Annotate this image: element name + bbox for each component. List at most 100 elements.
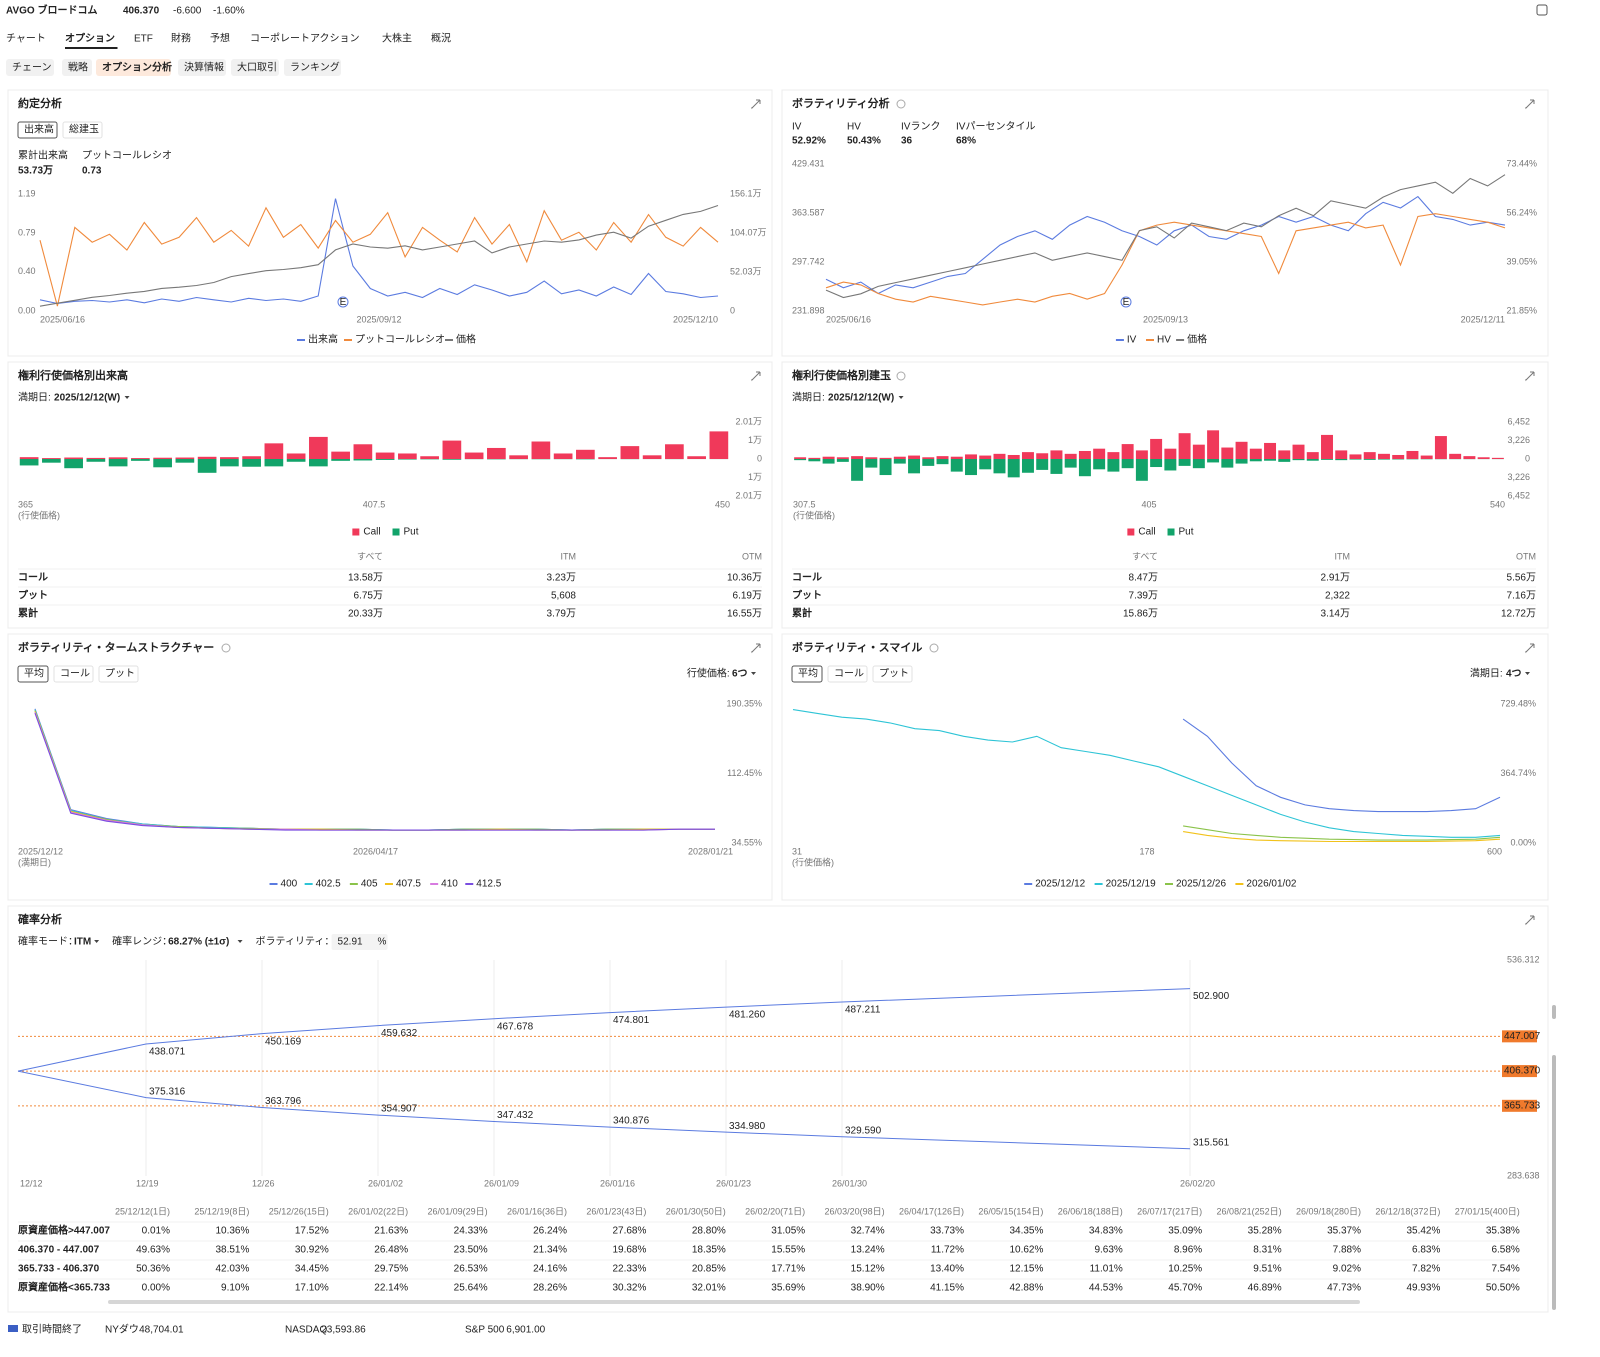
- bar: [1335, 459, 1348, 461]
- caret[interactable]: [94, 940, 100, 943]
- selector-value[interactable]: 2025/12/12(W): [828, 393, 894, 404]
- selector-value[interactable]: 6つ: [732, 669, 748, 680]
- bar: [1007, 459, 1020, 478]
- legend-label[interactable]: 2025/12/12: [1035, 879, 1085, 890]
- caret[interactable]: [751, 672, 756, 675]
- expand-icon[interactable]: [751, 371, 761, 382]
- toggle[interactable]: [17, 121, 58, 139]
- nav-tab[interactable]: 概況: [431, 32, 451, 45]
- expand-icon[interactable]: [751, 643, 761, 654]
- toggle[interactable]: [53, 665, 94, 683]
- legend-label[interactable]: 405: [361, 879, 378, 890]
- nav-tab[interactable]: ETF: [134, 34, 153, 45]
- subnav-pill[interactable]: [96, 59, 171, 76]
- legend-label[interactable]: 2025/12/19: [1106, 879, 1156, 890]
- subnav-pill[interactable]: [62, 59, 92, 76]
- toggle-label[interactable]: プット: [105, 668, 135, 680]
- toggle-label[interactable]: 平均: [798, 668, 818, 680]
- toggle-label[interactable]: コール: [834, 669, 864, 680]
- y-tick-label: 1万: [748, 435, 762, 445]
- subnav-pill[interactable]: [231, 59, 279, 76]
- selector-value[interactable]: 4つ: [1506, 669, 1522, 680]
- subnav-pill[interactable]: [6, 59, 54, 76]
- bar: [922, 457, 935, 459]
- caret[interactable]: [898, 396, 904, 399]
- nav-tab[interactable]: 大株主: [382, 32, 412, 45]
- event-marker[interactable]: [1120, 296, 1132, 308]
- nav-tab[interactable]: オプション: [65, 32, 115, 45]
- toggle-label[interactable]: 総建玉: [69, 123, 99, 136]
- caret[interactable]: [1525, 672, 1530, 675]
- series-line: [825, 174, 1506, 299]
- subnav-tab[interactable]: ランキング: [290, 61, 340, 74]
- legend-label[interactable]: Put: [404, 527, 419, 538]
- bar: [665, 444, 684, 459]
- subnav-tab[interactable]: 大口取引: [237, 61, 277, 74]
- input-value[interactable]: 52.91: [338, 937, 363, 948]
- control-value[interactable]: ITM: [74, 937, 91, 948]
- h-scrollbar[interactable]: [108, 1300, 1360, 1304]
- expand-icon[interactable]: [1525, 371, 1535, 382]
- subnav-tab[interactable]: 戦略: [68, 61, 88, 74]
- legend-label[interactable]: 407.5: [396, 879, 421, 890]
- legend-label[interactable]: 価格: [1187, 333, 1207, 346]
- legend-label[interactable]: Call: [363, 527, 380, 538]
- legend-label[interactable]: HV: [1157, 335, 1171, 346]
- legend-label[interactable]: 出来高: [308, 333, 338, 346]
- subnav-tab[interactable]: オプション分析: [102, 61, 172, 74]
- control-value[interactable]: 68.27% (±1σ): [168, 937, 229, 948]
- toggle[interactable]: [791, 665, 823, 683]
- table-cell: 18.35%: [692, 1245, 726, 1256]
- row-label: コール: [792, 573, 822, 584]
- legend-label[interactable]: 2026/01/02: [1246, 879, 1296, 890]
- legend-label[interactable]: プットコールレシオ: [355, 334, 445, 346]
- caret[interactable]: [124, 396, 130, 399]
- subnav-pill[interactable]: [284, 59, 341, 76]
- toggle-label[interactable]: コール: [60, 669, 90, 680]
- legend-label[interactable]: IV: [1127, 335, 1137, 346]
- caret[interactable]: [237, 940, 243, 943]
- bar: [965, 459, 977, 476]
- nav-tab[interactable]: 財務: [171, 32, 191, 45]
- nav-tab[interactable]: 予想: [210, 32, 230, 45]
- x-tick-label: 26/01/09: [484, 1178, 519, 1188]
- v-scrollbar[interactable]: [1552, 1055, 1556, 1310]
- toggle-label[interactable]: 平均: [24, 668, 44, 680]
- subnav-tab[interactable]: 決算情報: [184, 61, 224, 74]
- table-cell: 15.86万: [1123, 609, 1158, 620]
- legend-label[interactable]: 400: [281, 879, 298, 890]
- nav-tab[interactable]: チャート: [6, 33, 46, 45]
- bar: [242, 456, 261, 459]
- toggle[interactable]: [827, 665, 868, 683]
- legend-label[interactable]: 410: [441, 879, 458, 890]
- expand-icon[interactable]: [1525, 99, 1535, 110]
- legend-label[interactable]: 402.5: [316, 879, 341, 890]
- toggle[interactable]: [17, 665, 49, 683]
- legend-label[interactable]: 2025/12/26: [1176, 879, 1226, 890]
- legend-label[interactable]: Put: [1179, 527, 1194, 538]
- bar: [264, 459, 284, 467]
- v-scrollbar[interactable]: [1552, 1005, 1556, 1019]
- bar: [1306, 452, 1319, 459]
- expand-icon[interactable]: [1525, 643, 1535, 654]
- legend-label[interactable]: 412.5: [476, 879, 501, 890]
- bar: [64, 457, 83, 459]
- subnav-pill[interactable]: [178, 59, 226, 76]
- expand-icon[interactable]: [1525, 915, 1535, 926]
- toggle[interactable]: [62, 121, 103, 139]
- expand-icon[interactable]: [751, 99, 761, 110]
- subnav-tab[interactable]: チェーン: [12, 62, 52, 74]
- selector-value[interactable]: 2025/12/12(W): [54, 393, 120, 404]
- legend-label[interactable]: 価格: [456, 333, 476, 346]
- bar: [1377, 453, 1390, 459]
- nav-tab[interactable]: コーポレートアクション: [250, 33, 360, 45]
- event-marker[interactable]: [337, 296, 349, 308]
- toggle[interactable]: [98, 665, 139, 683]
- input-box[interactable]: [331, 934, 388, 950]
- legend-label[interactable]: Call: [1138, 527, 1155, 538]
- toggle-label[interactable]: プット: [879, 668, 909, 680]
- exit-icon[interactable]: [1536, 4, 1548, 16]
- table-cell: 47.73%: [1327, 1283, 1361, 1294]
- toggle[interactable]: [872, 665, 913, 683]
- toggle-label[interactable]: 出来高: [24, 123, 54, 136]
